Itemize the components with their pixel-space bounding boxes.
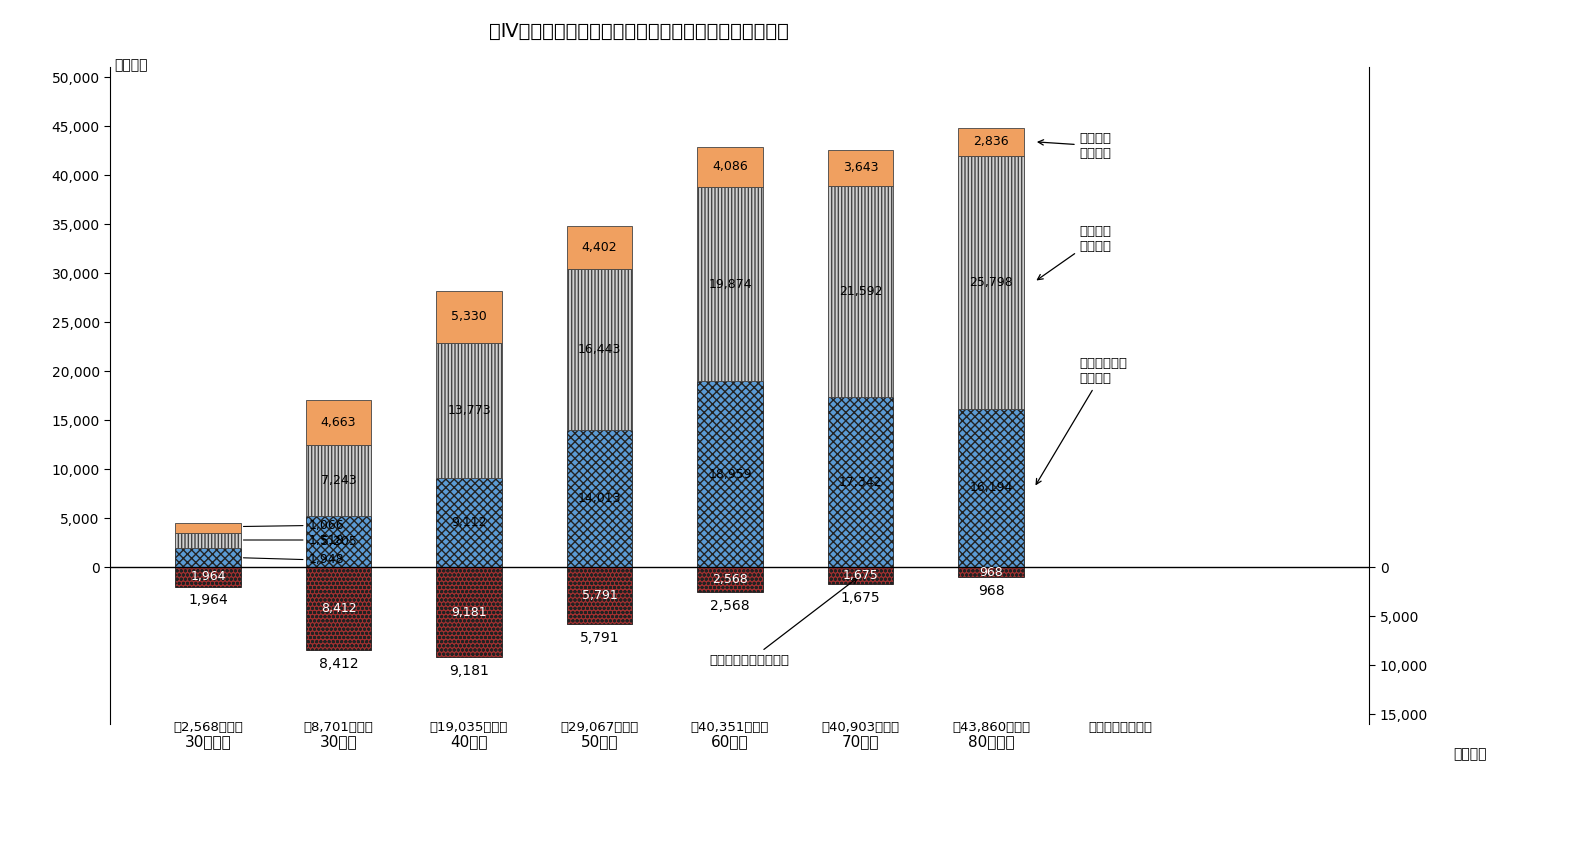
Bar xyxy=(828,150,892,185)
Bar xyxy=(567,269,633,430)
Text: 4,086: 4,086 xyxy=(711,160,748,173)
Text: 16,194: 16,194 xyxy=(970,482,1012,494)
Text: 16,443: 16,443 xyxy=(578,343,622,356)
Text: 7,243: 7,243 xyxy=(321,474,356,488)
Text: 金融資産残高
（左軸）: 金融資産残高 （左軸） xyxy=(1036,357,1127,484)
Bar xyxy=(436,568,502,658)
Bar xyxy=(305,445,371,516)
Text: 968: 968 xyxy=(979,566,1003,578)
Bar xyxy=(959,568,1023,577)
Text: 17,342: 17,342 xyxy=(839,476,883,489)
Text: 8,412: 8,412 xyxy=(321,602,356,615)
Text: 2,568: 2,568 xyxy=(711,573,748,586)
Bar xyxy=(175,568,241,587)
Bar xyxy=(959,156,1023,408)
Bar xyxy=(305,400,371,445)
Text: 5,791: 5,791 xyxy=(582,589,617,602)
Text: 18,959: 18,959 xyxy=(708,468,752,481)
Text: （40,351千円）: （40,351千円） xyxy=(691,722,770,734)
Text: （8,701千円）: （8,701千円） xyxy=(304,722,373,734)
Bar xyxy=(828,185,892,397)
Text: 9,181: 9,181 xyxy=(452,605,486,619)
Bar xyxy=(697,187,763,381)
Y-axis label: （千円）: （千円） xyxy=(1453,747,1487,761)
Text: 1,066: 1,066 xyxy=(244,519,345,532)
Text: 1,675: 1,675 xyxy=(842,569,878,582)
Text: 2,568: 2,568 xyxy=(710,600,749,613)
Bar xyxy=(959,408,1023,568)
Text: 金融負債残高（右軸）: 金融負債残高（右軸） xyxy=(710,578,858,667)
Text: （19,035千円）: （19,035千円） xyxy=(430,722,508,734)
Text: 4,663: 4,663 xyxy=(321,416,356,429)
Bar xyxy=(697,381,763,568)
Bar xyxy=(697,568,763,593)
Bar xyxy=(175,548,241,568)
Text: （43,860千円）: （43,860千円） xyxy=(952,722,1029,734)
Text: 9,112: 9,112 xyxy=(452,516,486,529)
Bar xyxy=(305,568,371,650)
Text: 5,205: 5,205 xyxy=(321,536,356,548)
Bar xyxy=(828,397,892,568)
Text: 2,836: 2,836 xyxy=(973,136,1009,148)
Text: 5,791: 5,791 xyxy=(579,631,619,645)
Text: （2,568千円）: （2,568千円） xyxy=(173,722,242,734)
Text: （家計資産総額）: （家計資産総額） xyxy=(1089,722,1152,734)
Title: 図Ⅳ－５　世帯主の年齢階級別家計資産構成（総世帯）: 図Ⅳ－５ 世帯主の年齢階級別家計資産構成（総世帯） xyxy=(490,22,789,40)
Bar xyxy=(175,533,241,548)
Text: 968: 968 xyxy=(977,584,1004,598)
Text: 21,592: 21,592 xyxy=(839,285,883,298)
Bar xyxy=(828,568,892,584)
Text: 5,330: 5,330 xyxy=(452,311,486,323)
Bar xyxy=(697,147,763,187)
Bar xyxy=(436,343,502,478)
Text: 1,675: 1,675 xyxy=(841,590,880,605)
Text: 1,948: 1,948 xyxy=(244,553,345,566)
Text: （40,903千円）: （40,903千円） xyxy=(822,722,900,734)
Bar xyxy=(567,430,633,568)
Bar xyxy=(567,226,633,269)
Text: 9,181: 9,181 xyxy=(449,664,490,678)
Text: 住宅資産
（左軸）: 住宅資産 （左軸） xyxy=(1039,132,1111,160)
Bar xyxy=(305,516,371,568)
Text: 宅地資産
（左軸）: 宅地資産 （左軸） xyxy=(1037,225,1111,280)
Text: 13,773: 13,773 xyxy=(447,404,491,417)
Text: 25,798: 25,798 xyxy=(970,275,1012,289)
Text: 3,643: 3,643 xyxy=(842,162,878,174)
Text: 1,964: 1,964 xyxy=(189,594,228,607)
Text: 19,874: 19,874 xyxy=(708,278,752,290)
Text: 4,402: 4,402 xyxy=(582,241,617,253)
Text: 1,518: 1,518 xyxy=(244,534,345,546)
Bar xyxy=(436,290,502,343)
Bar xyxy=(959,128,1023,156)
Text: 14,013: 14,013 xyxy=(578,492,622,505)
Text: 8,412: 8,412 xyxy=(318,657,359,670)
Text: （千円）: （千円） xyxy=(113,58,148,72)
Bar xyxy=(175,523,241,533)
Bar xyxy=(567,568,633,624)
Bar xyxy=(436,478,502,568)
Text: 1,964: 1,964 xyxy=(190,570,225,584)
Text: （29,067千円）: （29,067千円） xyxy=(560,722,639,734)
